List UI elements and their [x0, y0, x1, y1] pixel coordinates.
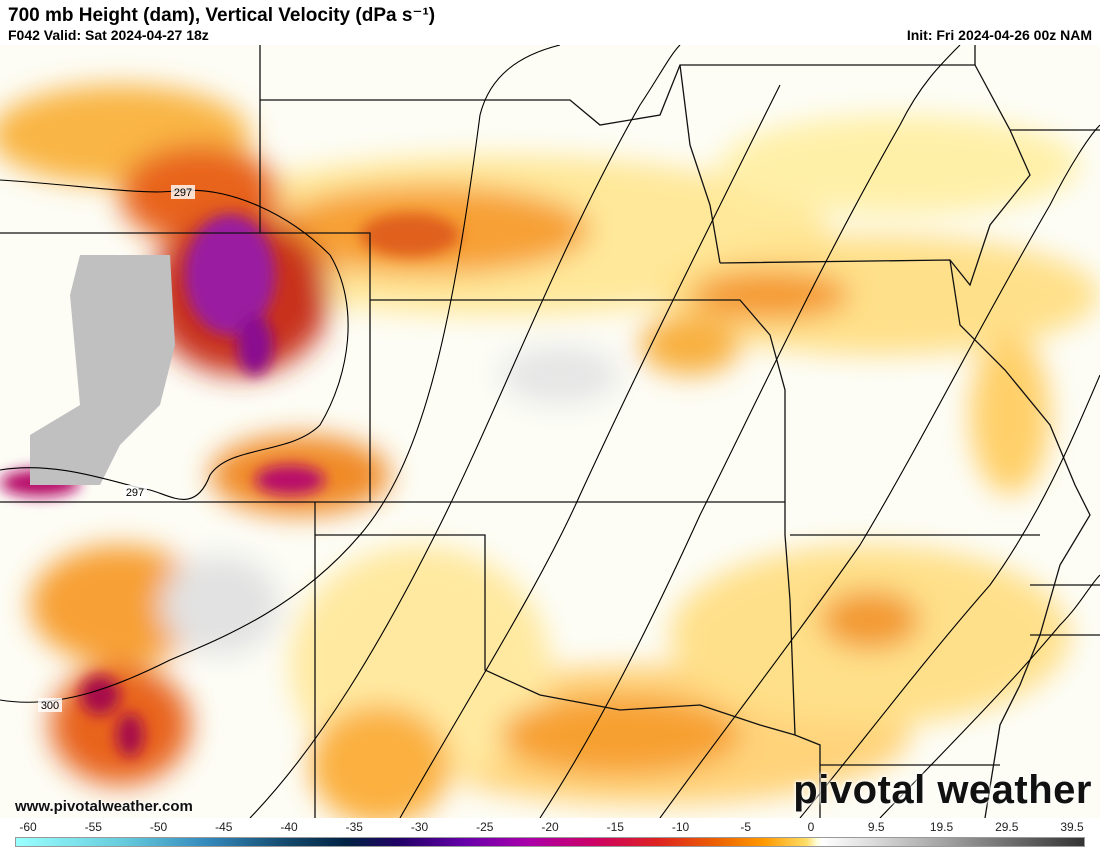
website: www.pivotalweather.com [15, 798, 193, 815]
colorbar-tick-label: -45 [215, 820, 233, 834]
contour-label-bg [123, 485, 147, 499]
colorbar-tick-label: -40 [280, 820, 298, 834]
colorbar-tick-label: 19.5 [929, 820, 954, 834]
colorbar-tick-label: -15 [606, 820, 624, 834]
height-contours [0, 45, 1100, 818]
contour-label: 300 [41, 700, 59, 712]
colorbar-tick-label: 0 [807, 820, 815, 834]
terrain-mask [30, 255, 175, 485]
map: 297 297 300 [0, 45, 1100, 818]
colorbar-tick-label: -25 [476, 820, 494, 834]
velocity-core [0, 213, 460, 757]
colorbar-tick-label: -55 [84, 820, 102, 834]
colorbar-tick-label: -50 [149, 820, 168, 834]
colorbar-tick-label: 29.5 [995, 820, 1019, 834]
colorbar-tick-label: -30 [410, 820, 429, 834]
colorbar-tick-label: -60 [19, 820, 37, 834]
velocity-field [0, 85, 1100, 818]
colorbar-tick-label: -20 [541, 820, 559, 834]
init-time: Init: Fri 2024-04-26 00z NAM [906, 27, 1092, 43]
contour-label: 297 [126, 487, 144, 499]
valid-time: F042 Valid: Sat 2024-04-27 18z [8, 27, 209, 43]
colorbar-tick-label: -5 [740, 820, 752, 834]
contour-label-bg [171, 185, 195, 199]
contour-label: 297 [174, 187, 192, 199]
state-borders [0, 45, 1100, 818]
colorbar-tick-label: -10 [671, 820, 690, 834]
title: 700 mb Height (dam), Vertical Velocity (… [8, 5, 436, 26]
contour-label-bg [38, 698, 62, 712]
colorbar-tick-label: -35 [345, 820, 363, 834]
brand-watermark: pivotal weather [793, 768, 1092, 812]
colorbar [15, 837, 1085, 847]
colorbar-tick-label: 39.5 [1060, 820, 1084, 834]
colorbar-tick-label: 9.5 [867, 820, 885, 834]
